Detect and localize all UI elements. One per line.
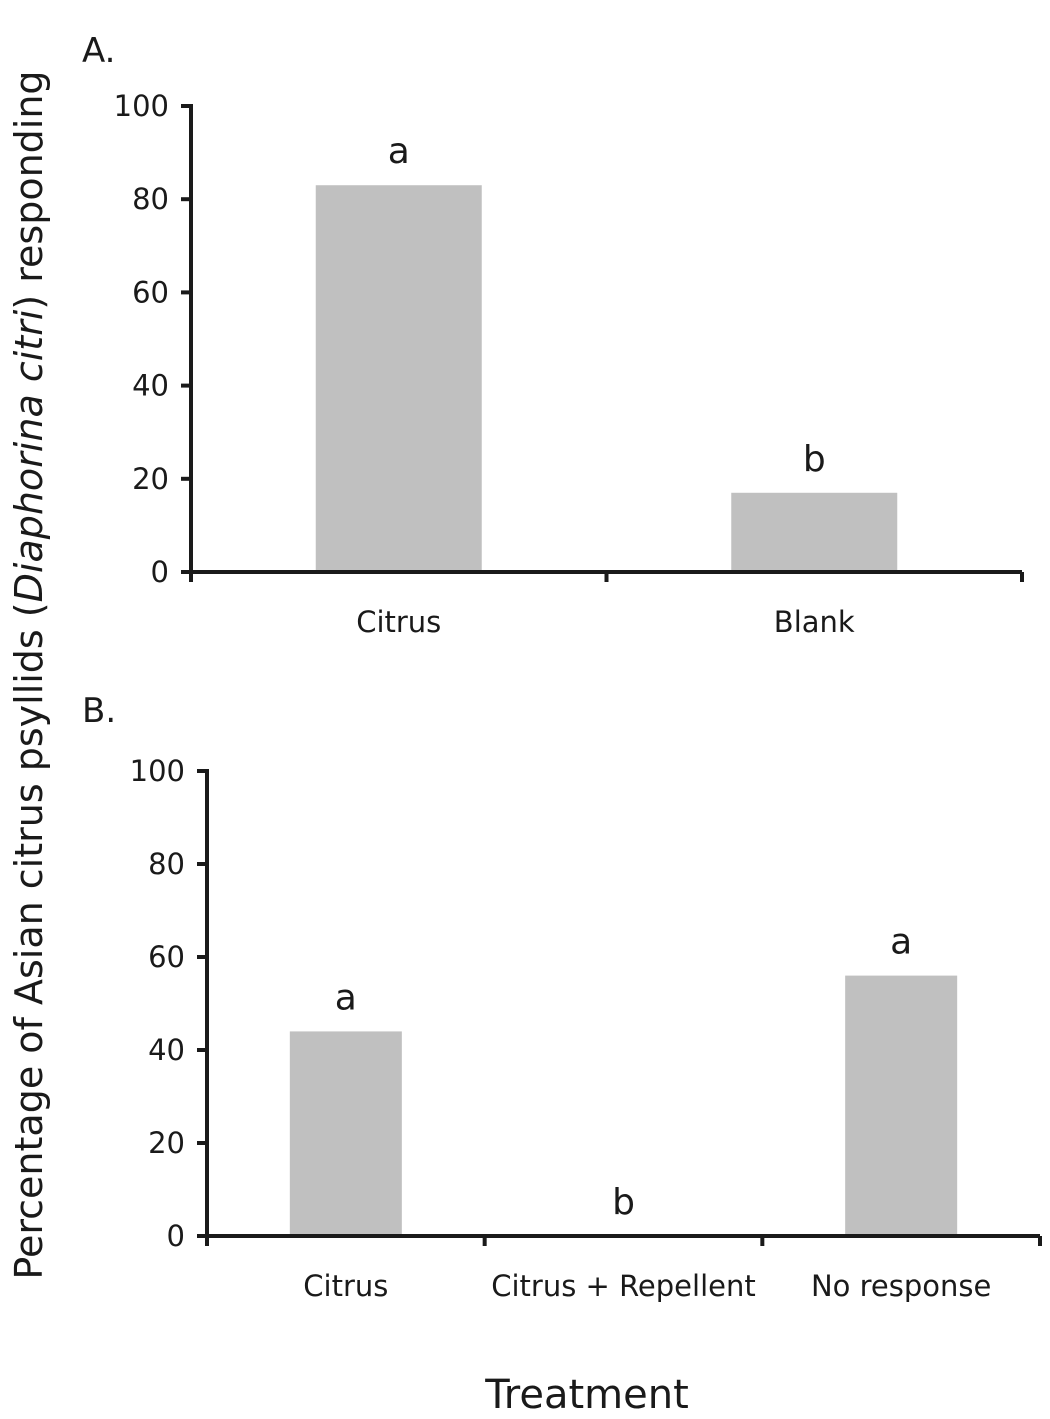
significance-label-b-1: b (612, 1182, 635, 1223)
panel-b: B. 0 20 40 60 80 100 a Citrus b Citrus + Repellent… (82, 691, 1042, 1303)
panel-a: A. 0 20 40 60 80 100 a Citrus b Blank (82, 31, 1024, 639)
category-label-b-0: Citrus (303, 1269, 388, 1303)
significance-label-a-0: a (388, 131, 410, 172)
y-axis-label: Percentage of Asian citrus psyllids (Dia… (7, 70, 51, 1279)
panel-label-b: B. (82, 691, 116, 731)
significance-label-b-2: a (890, 922, 912, 963)
y-tick-label-b-100: 100 (130, 754, 185, 788)
x-axis-label: Treatment (484, 1372, 689, 1418)
bar-a-0 (315, 185, 482, 570)
bar-b-2 (845, 975, 958, 1234)
y-tick-label-b-0: 0 (167, 1219, 185, 1253)
bar-a-1 (731, 492, 898, 570)
category-label-a-1: Blank (774, 605, 855, 639)
y-tick-label-b-60: 60 (148, 940, 185, 974)
panel-label-a: A. (82, 31, 115, 71)
category-label-b-1: Citrus + Repellent (491, 1269, 755, 1303)
y-tick-label-a-80: 80 (132, 182, 169, 216)
y-axis-label-species: Diaphorina citri (7, 309, 51, 602)
y-axis-label-part2: ) responding (7, 70, 51, 309)
category-label-b-2: No response (811, 1269, 991, 1303)
y-tick-label-a-100: 100 (114, 89, 169, 123)
category-label-a-0: Citrus (356, 605, 441, 639)
y-tick-label-a-0: 0 (151, 555, 169, 589)
significance-label-a-1: b (803, 439, 826, 480)
y-tick-label-a-40: 40 (132, 369, 169, 403)
y-tick-label-b-20: 20 (148, 1126, 185, 1160)
y-tick-label-a-20: 20 (132, 462, 169, 496)
significance-label-b-0: a (335, 977, 357, 1018)
y-axis-label-part1: Percentage of Asian citrus psyllids ( (7, 602, 51, 1279)
y-tick-label-b-80: 80 (148, 847, 185, 881)
bar-b-0 (289, 1031, 402, 1234)
y-tick-label-b-40: 40 (148, 1033, 185, 1067)
y-tick-label-a-60: 60 (132, 275, 169, 309)
